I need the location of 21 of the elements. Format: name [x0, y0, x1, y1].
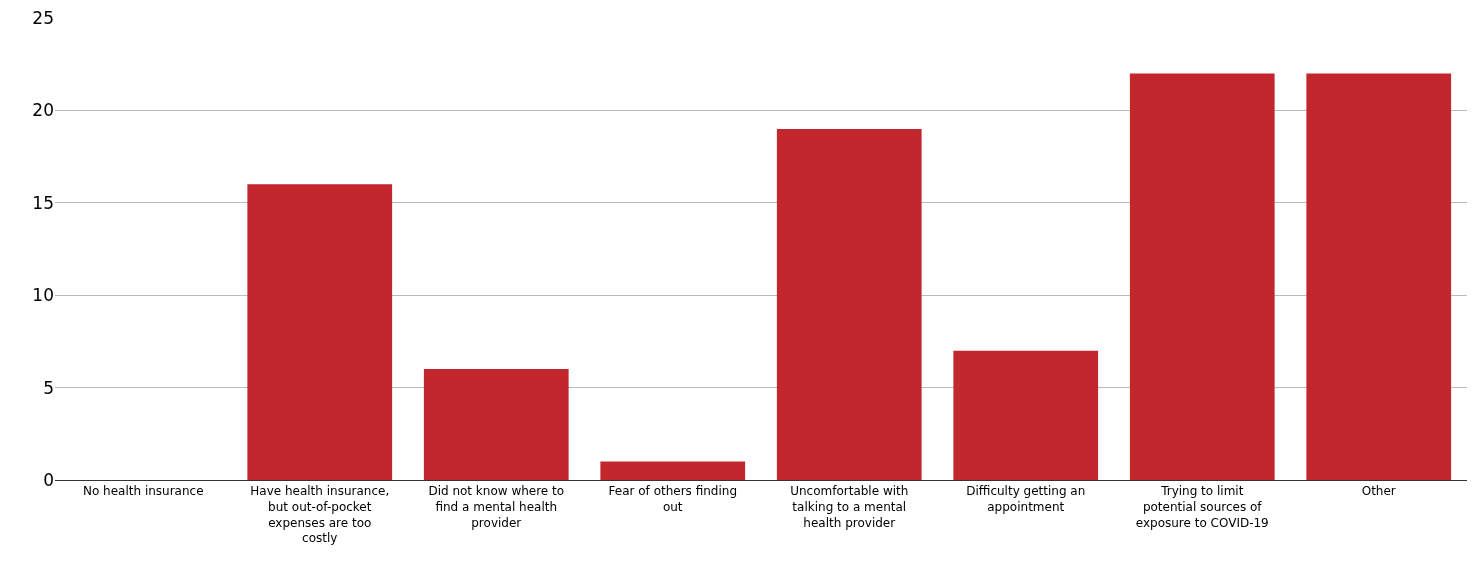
x-tick-label: Have health insurance, but out-of-pocket expenses are too costly — [250, 484, 390, 546]
bar — [247, 184, 393, 480]
bar — [953, 350, 1099, 480]
x-tick-label: Did not know where to find a mental health provider — [428, 484, 565, 530]
y-tick-label: 20 — [32, 100, 54, 121]
y-tick-label: 5 — [43, 377, 54, 398]
x-tick-label: Fear of others finding out — [608, 484, 737, 514]
y-tick-label: 0 — [43, 469, 54, 490]
x-tick-label: Other — [1361, 484, 1396, 499]
bar — [600, 461, 746, 480]
bar — [1306, 73, 1452, 480]
y-tick-label: 15 — [32, 192, 54, 213]
y-tick-label: 25 — [32, 7, 54, 28]
x-tick-label: Trying to limit potential sources of exposure to COVID-19 — [1135, 484, 1269, 530]
x-tick-label: Difficulty getting an appointment — [966, 484, 1086, 514]
bar — [1129, 73, 1275, 480]
bar — [423, 369, 569, 480]
x-tick-label: Uncomfortable with talking to a mental health provider — [790, 484, 909, 530]
y-tick-label: 10 — [32, 285, 54, 306]
x-tick-label: No health insurance — [82, 484, 204, 499]
bar — [776, 128, 922, 480]
